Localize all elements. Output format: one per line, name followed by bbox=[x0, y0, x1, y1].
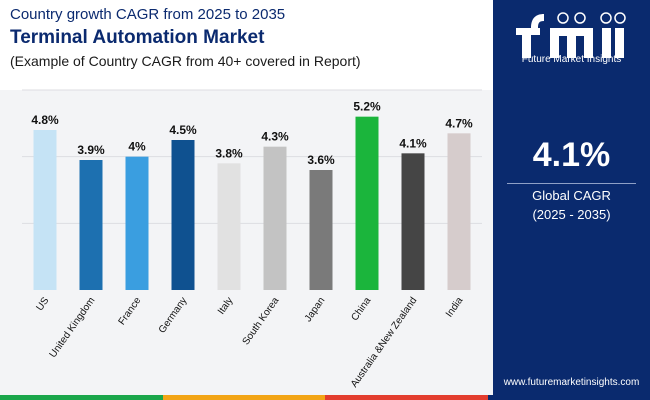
global-cagr-period: (2025 - 2035) bbox=[532, 207, 611, 222]
bar-value-label: 4.7% bbox=[445, 116, 473, 130]
bottom-bar-segment bbox=[162, 395, 325, 400]
bottom-bar-segment bbox=[0, 395, 163, 400]
category-label: United Kingdom bbox=[48, 295, 98, 360]
bar bbox=[125, 156, 149, 290]
bar-value-label: 4.8% bbox=[31, 113, 59, 127]
category-label: South Korea bbox=[241, 295, 282, 347]
bar-value-label: 3.8% bbox=[215, 146, 243, 160]
divider bbox=[507, 183, 636, 184]
fmi-logo-icon bbox=[516, 12, 626, 58]
category-label: China bbox=[349, 295, 373, 323]
category-label: France bbox=[117, 295, 144, 327]
chart-subtitle: Country growth CAGR from 2025 to 2035 bbox=[10, 6, 286, 23]
bar-chart: 4.8% US 3.9% United Kingdom 4% France 4.5% Germ… bbox=[22, 89, 482, 390]
category-label: India bbox=[444, 295, 466, 319]
bar bbox=[309, 170, 333, 290]
website-url[interactable]: www.futuremarketinsights.com bbox=[503, 377, 640, 388]
category-label: Japan bbox=[303, 295, 328, 324]
global-cagr-label: Global CAGR bbox=[532, 188, 611, 203]
bar-value-label: 3.6% bbox=[307, 153, 335, 167]
category-label: Italy bbox=[216, 295, 236, 316]
bar bbox=[447, 133, 471, 290]
bar-value-label: 3.9% bbox=[77, 143, 105, 157]
bar-value-label: 4% bbox=[128, 140, 146, 154]
bar bbox=[171, 140, 195, 290]
bar-value-label: 5.2% bbox=[353, 100, 381, 114]
bar bbox=[33, 130, 57, 290]
bottom-bar-segment bbox=[325, 395, 488, 400]
bar bbox=[79, 160, 103, 290]
brand-text: Future Market Insights bbox=[521, 54, 622, 65]
bar-value-label: 4.5% bbox=[169, 123, 197, 137]
chart-title: Terminal Automation Market bbox=[10, 27, 265, 48]
bar-value-label: 4.1% bbox=[399, 136, 427, 150]
chart-note: (Example of Country CAGR from 40+ covere… bbox=[10, 53, 361, 69]
category-label: Germany bbox=[157, 295, 190, 335]
summary-panel: Future Market Insights 4.1% Global CAGR … bbox=[493, 0, 650, 395]
bar bbox=[263, 146, 287, 290]
bar-value-label: 4.3% bbox=[261, 130, 289, 144]
bottom-bar-segment bbox=[487, 395, 650, 400]
bar bbox=[401, 153, 425, 290]
bar bbox=[217, 163, 241, 290]
bar bbox=[355, 116, 379, 291]
bottom-color-bar bbox=[0, 395, 650, 400]
global-cagr-value: 4.1% bbox=[532, 136, 611, 174]
category-label: US bbox=[34, 295, 51, 313]
